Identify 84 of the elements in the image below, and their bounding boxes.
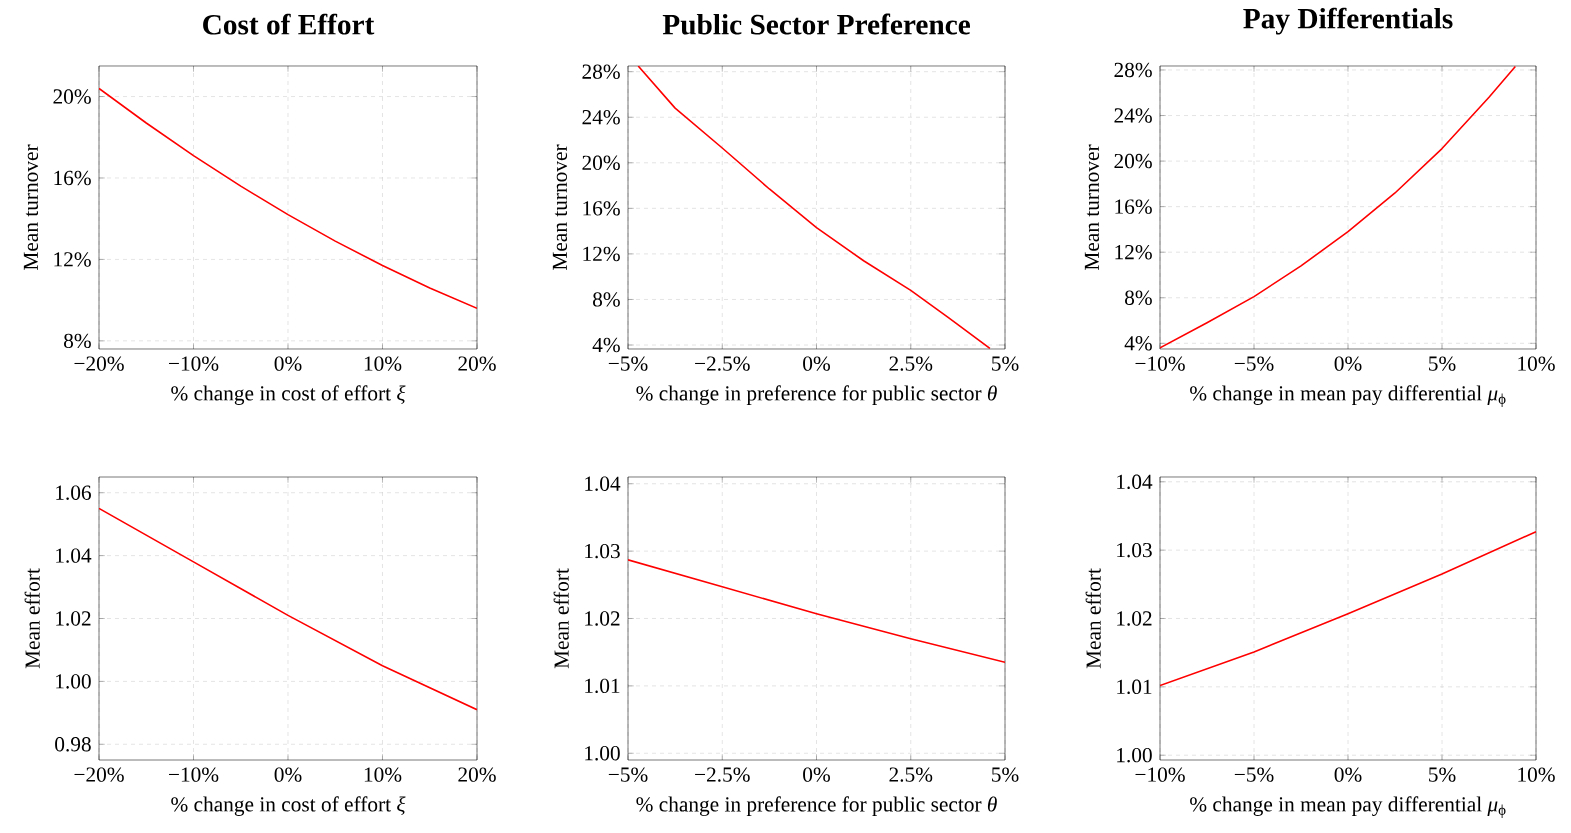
y-axis-title: Mean effort [1085, 568, 1101, 669]
y-tick-label: 8% [593, 292, 620, 307]
chart-title: Cost of Effort [203, 13, 375, 35]
x-tick-label: −5% [608, 767, 648, 782]
y-tick-label: 16% [583, 201, 620, 216]
y-tick-label: 1.01 [585, 678, 620, 694]
y-tick-label: 20% [53, 89, 91, 104]
x-axis-title: % change in cost of effort ξ [171, 796, 406, 816]
x-tick-label: 5% [1429, 767, 1456, 782]
line-series [1160, 530, 1537, 687]
x-tick-label: 2.5% [889, 356, 933, 371]
y-tick-label: 1.04 [585, 476, 621, 491]
y-tick-label: 1.00 [1117, 747, 1152, 763]
y-tick-label: 0.98 [55, 737, 91, 752]
y-tick-label: 1.04 [1117, 474, 1153, 490]
x-tick-label: −20% [74, 356, 124, 371]
x-tick-label: −5% [1234, 356, 1274, 371]
x-tick-label: −10% [169, 767, 219, 782]
x-axis-title: % change in preference for public sector θ [636, 796, 997, 816]
y-tick-label: 1.01 [1117, 679, 1152, 695]
y-tick-label: 20% [1114, 153, 1152, 169]
x-axis-title: % change in cost of effort ξ [171, 385, 406, 405]
y-tick-label: 1.00 [56, 674, 91, 689]
y-axis-title: Mean turnover [1084, 144, 1100, 270]
y-tick-label: 12% [54, 252, 91, 267]
y-tick-label: 1.03 [1117, 542, 1152, 558]
y-tick-label: 16% [54, 170, 91, 186]
x-tick-label: 5% [1429, 356, 1456, 371]
x-tick-label: 10% [364, 356, 402, 371]
y-tick-label: 1.04 [56, 548, 92, 563]
x-tick-label: −2.5% [695, 356, 750, 371]
y-tick-label: 1.06 [56, 485, 91, 500]
x-axis-title: % change in preference for public sector θ [636, 385, 997, 405]
line-series [99, 87, 477, 310]
x-tick-label: 10% [1518, 356, 1555, 371]
y-axis-title: Mean effort [553, 568, 569, 669]
y-tick-label: 12% [1115, 244, 1152, 260]
x-tick-label: 0% [274, 767, 302, 782]
y-tick-label: 8% [64, 333, 91, 349]
chart-title: Pay Differentials [1243, 7, 1453, 35]
y-axis-title: Mean turnover [23, 144, 39, 270]
y-tick-label: 16% [1115, 199, 1152, 214]
x-tick-label: 0% [803, 356, 830, 371]
y-tick-label: 1.02 [1117, 611, 1152, 626]
x-tick-label: −5% [1234, 767, 1274, 782]
x-tick-label: 2.5% [889, 767, 933, 782]
chart-title: Public Sector Preference [662, 13, 970, 35]
y-tick-label: 8% [1125, 290, 1152, 305]
line-series [99, 507, 477, 711]
x-tick-label: −10% [1135, 767, 1185, 782]
x-tick-label: 20% [458, 767, 496, 782]
x-tick-label: 0% [1334, 356, 1362, 371]
y-tick-label: 28% [1114, 62, 1152, 78]
x-tick-label: −5% [608, 356, 648, 371]
y-axis-title: Mean effort [24, 568, 40, 669]
x-tick-label: −10% [1135, 356, 1185, 371]
y-axis-title: Mean turnover [552, 144, 568, 270]
y-tick-label: 12% [583, 246, 620, 262]
x-tick-label: 0% [1334, 767, 1362, 782]
x-tick-label: −2.5% [695, 767, 750, 782]
x-tick-label: −20% [74, 767, 124, 782]
x-axis-title: % change in mean pay differential μ$_{ϕ}$ [1190, 796, 1506, 818]
x-tick-label: 10% [364, 767, 402, 782]
line-series [1160, 66, 1517, 349]
y-tick-label: 4% [592, 337, 620, 353]
x-tick-label: 5% [992, 767, 1019, 782]
x-tick-label: 0% [803, 767, 830, 782]
line-series [637, 66, 991, 349]
x-tick-label: 20% [458, 356, 496, 371]
y-tick-label: 28% [582, 64, 620, 79]
y-tick-label: 20% [582, 155, 620, 171]
y-tick-label: 1.02 [56, 611, 91, 626]
x-tick-label: −10% [169, 356, 219, 371]
y-tick-label: 4% [1124, 336, 1152, 351]
line-series [628, 559, 1005, 664]
y-tick-label: 1.03 [585, 543, 620, 559]
y-tick-label: 24% [1114, 108, 1152, 123]
y-tick-label: 24% [582, 110, 620, 125]
y-tick-label: 1.02 [585, 611, 620, 626]
x-tick-label: 10% [1518, 767, 1555, 782]
x-tick-label: 0% [274, 356, 302, 371]
y-tick-label: 1.00 [585, 746, 620, 761]
x-tick-label: 5% [992, 356, 1019, 371]
x-axis-title: % change in mean pay differential μ$_{ϕ}$ [1190, 385, 1506, 407]
